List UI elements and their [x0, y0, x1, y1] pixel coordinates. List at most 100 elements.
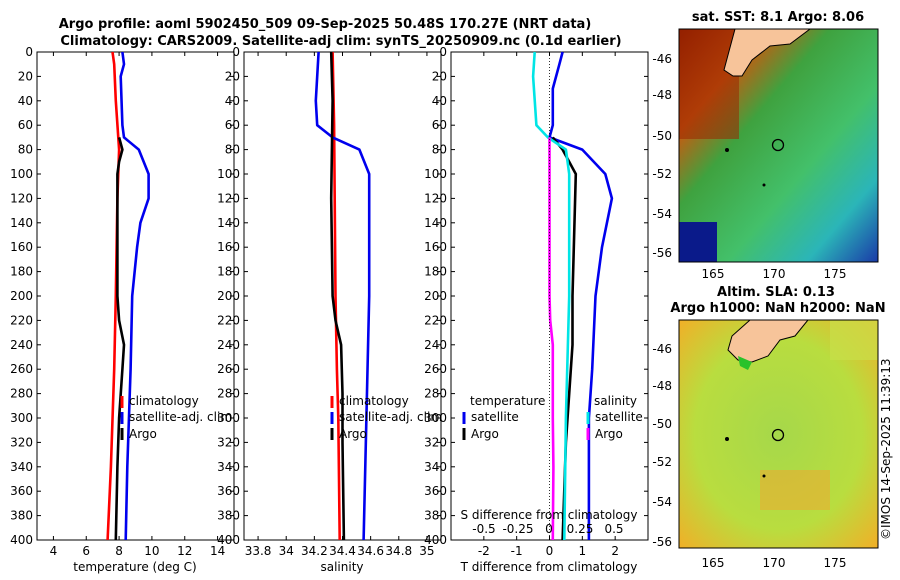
- ytick-label: 100: [217, 167, 240, 181]
- sst-map-frame: [678, 28, 879, 263]
- ytick-label: 180: [217, 265, 240, 279]
- map-ytick: -54: [652, 207, 672, 221]
- legend-label: Argo: [471, 427, 499, 441]
- ytick-label: 260: [217, 362, 240, 376]
- sla-patch: [760, 470, 830, 510]
- legend-label: Argo: [595, 427, 623, 441]
- xtick-label: -1: [511, 544, 523, 558]
- ytick-label: 280: [424, 387, 447, 401]
- ytick-label: 100: [424, 167, 447, 181]
- ytick-label: 300: [424, 411, 447, 425]
- ytick-label: 200: [217, 289, 240, 303]
- ytick-label: 340: [424, 460, 447, 474]
- axis-ticks: 0204060801001201401601802002202402602803…: [10, 45, 648, 558]
- ytick-label: 300: [217, 411, 240, 425]
- ytick-label: 0: [232, 45, 240, 59]
- ytick-label: 400: [217, 533, 240, 547]
- ytick-label: 200: [424, 289, 447, 303]
- ytick-label: 120: [217, 191, 240, 205]
- difference-legend: temperature satellite Argo salinity sate…: [462, 394, 643, 441]
- xtick-label: 6: [82, 544, 90, 558]
- ytick-label: 360: [217, 484, 240, 498]
- s-diff-tick: 0: [545, 522, 553, 536]
- ytick-label: 140: [10, 216, 33, 230]
- ytick-label: 340: [10, 460, 33, 474]
- series-line-satellite-adj-clim: [314, 51, 371, 541]
- ytick-label: 280: [217, 387, 240, 401]
- map-ytick: -50: [652, 417, 672, 431]
- ytick-label: 120: [10, 191, 33, 205]
- map-xtick: 175: [824, 267, 847, 281]
- xtick-label: 34.4: [329, 544, 356, 558]
- temperature-axes: [36, 51, 235, 541]
- legend-label: satellite: [595, 410, 643, 424]
- ytick-label: 360: [10, 484, 33, 498]
- ytick-label: 60: [432, 118, 447, 132]
- ytick-label: 0: [439, 45, 447, 59]
- map-xtick: 165: [702, 267, 725, 281]
- map-xtick: 170: [763, 267, 786, 281]
- map-ytick: -46: [652, 52, 672, 66]
- s-diff-tick: 0.25: [567, 522, 594, 536]
- ytick-label: 240: [10, 338, 33, 352]
- ytick-label: 80: [432, 143, 447, 157]
- s-diff-tick: -0.25: [502, 522, 533, 536]
- ytick-label: 220: [10, 313, 33, 327]
- sst-map-title: sat. SST: 8.1 Argo: 8.06: [692, 10, 864, 25]
- sla-map-xticks: 165 170 175: [702, 556, 847, 570]
- ytick-label: 20: [18, 69, 33, 83]
- s-diff-tick: -0.5: [472, 522, 495, 536]
- island-marker: [725, 437, 729, 441]
- map-ytick: -48: [652, 88, 672, 102]
- series-line-climatology: [331, 51, 341, 541]
- ytick-label: 400: [424, 533, 447, 547]
- series-line-t-satellite-diff: [548, 51, 614, 540]
- ytick-label: 180: [10, 265, 33, 279]
- series-line-argo: [114, 137, 126, 541]
- xtick-label: 34.8: [385, 544, 412, 558]
- map-ytick: -52: [652, 167, 672, 181]
- sla-map: [678, 319, 879, 549]
- legend-label: satellite-adj. clim: [129, 410, 232, 424]
- ytick-label: 160: [424, 240, 447, 254]
- legend-label: climatology: [339, 394, 409, 408]
- ytick-label: 20: [432, 69, 447, 83]
- salinity-xlabel: salinity: [320, 560, 363, 574]
- ytick-label: 260: [424, 362, 447, 376]
- ytick-label: 60: [18, 118, 33, 132]
- ytick-label: 280: [10, 387, 33, 401]
- legend-label: satellite: [471, 410, 519, 424]
- map-xtick: 170: [763, 556, 786, 570]
- s-difference-label: S difference from climatology: [461, 508, 638, 522]
- sla-map-subtitle: Argo h1000: NaN h2000: NaN: [670, 301, 885, 316]
- plot-title-line1: Argo profile: aoml 5902450_509 09-Sep-20…: [59, 17, 592, 32]
- xtick-label: 34: [279, 544, 294, 558]
- map-ytick: -48: [652, 379, 672, 393]
- s-difference-ticklabels: -0.5 -0.25 0 0.25 0.5: [472, 522, 623, 536]
- legend-label: Argo: [339, 427, 367, 441]
- ytick-label: 300: [10, 411, 33, 425]
- ytick-label: 140: [217, 216, 240, 230]
- legend-label: temperature: [470, 394, 545, 408]
- ytick-label: 240: [217, 338, 240, 352]
- ytick-label: 260: [10, 362, 33, 376]
- series-line-argo: [329, 51, 346, 541]
- plot-title-line2: Climatology: CARS2009. Satellite-adj cli…: [60, 34, 621, 49]
- xtick-label: 2: [611, 544, 619, 558]
- xtick-label: 14: [210, 544, 225, 558]
- series-line-satellite-adj-clim: [119, 51, 150, 541]
- xtick-label: 34.6: [357, 544, 384, 558]
- xtick-label: 10: [144, 544, 159, 558]
- island-marker: [762, 183, 766, 187]
- ytick-label: 100: [10, 167, 33, 181]
- sla-map-yticks: -46 -48 -50 -52 -54 -56: [652, 342, 672, 549]
- ytick-label: 220: [217, 313, 240, 327]
- island-marker: [762, 474, 766, 478]
- ytick-label: 160: [217, 240, 240, 254]
- ytick-label: 140: [424, 216, 447, 230]
- legend-label: satellite-adj. clim: [339, 410, 442, 424]
- ytick-label: 160: [10, 240, 33, 254]
- difference-xlabel: T difference from climatology: [460, 560, 638, 574]
- sst-map: [678, 28, 879, 263]
